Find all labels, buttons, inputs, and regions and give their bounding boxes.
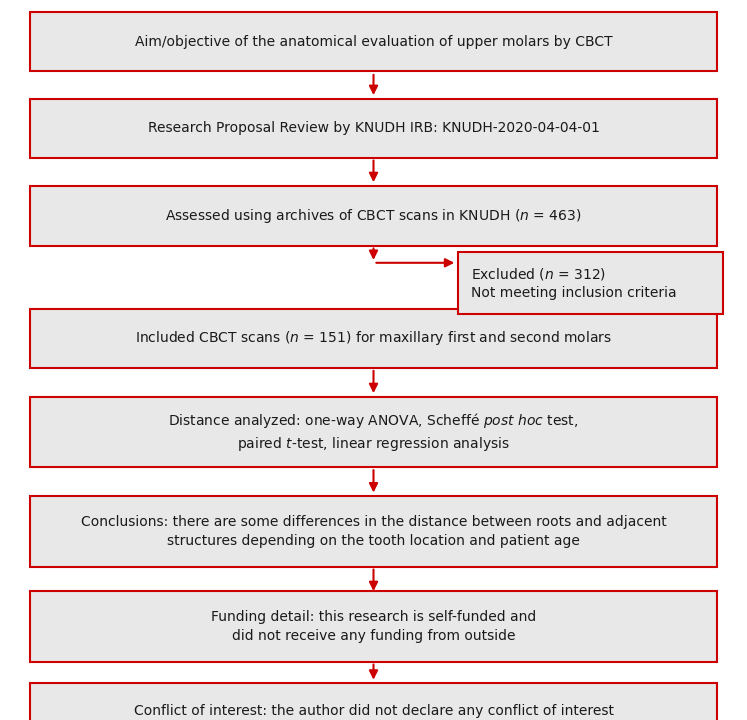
Text: Distance analyzed: one-way ANOVA, Scheffé $post$ $hoc$ test,
paired $t$-test, li: Distance analyzed: one-way ANOVA, Scheff… bbox=[168, 411, 579, 453]
FancyBboxPatch shape bbox=[30, 683, 717, 720]
Text: Research Proposal Review by KNUDH IRB: KNUDH-2020-04-04-01: Research Proposal Review by KNUDH IRB: K… bbox=[148, 121, 599, 135]
Text: Assessed using archives of CBCT scans in KNUDH ($n$ = 463): Assessed using archives of CBCT scans in… bbox=[165, 207, 582, 225]
Text: Conclusions: there are some differences in the distance between roots and adjace: Conclusions: there are some differences … bbox=[81, 516, 666, 547]
FancyBboxPatch shape bbox=[30, 591, 717, 662]
Text: Excluded ($n$ = 312)
Not meeting inclusion criteria: Excluded ($n$ = 312) Not meeting inclusi… bbox=[471, 266, 677, 300]
FancyBboxPatch shape bbox=[30, 12, 717, 71]
FancyBboxPatch shape bbox=[30, 309, 717, 368]
Text: Conflict of interest: the author did not declare any conflict of interest: Conflict of interest: the author did not… bbox=[134, 704, 613, 719]
Text: Funding detail: this research is self-funded and
did not receive any funding fro: Funding detail: this research is self-fu… bbox=[211, 610, 536, 642]
Text: Included CBCT scans ($n$ = 151) for maxillary first and second molars: Included CBCT scans ($n$ = 151) for maxi… bbox=[135, 329, 612, 347]
FancyBboxPatch shape bbox=[30, 99, 717, 158]
FancyBboxPatch shape bbox=[457, 253, 722, 314]
Text: Aim/objective of the anatomical evaluation of upper molars by CBCT: Aim/objective of the anatomical evaluati… bbox=[134, 35, 613, 49]
FancyBboxPatch shape bbox=[30, 186, 717, 246]
FancyBboxPatch shape bbox=[30, 397, 717, 467]
FancyBboxPatch shape bbox=[30, 496, 717, 567]
